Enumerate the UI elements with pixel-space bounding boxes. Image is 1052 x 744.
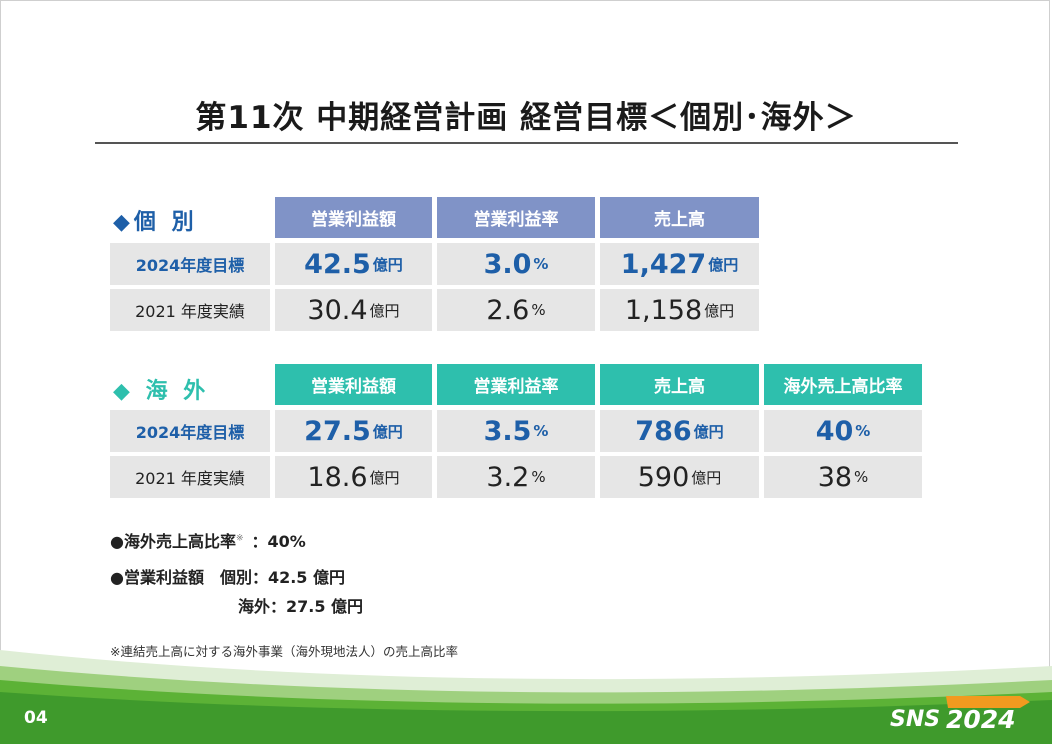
svg-text:2024: 2024	[946, 705, 1016, 734]
overseas-header-operating-profit: 営業利益額	[275, 364, 432, 405]
value: 27.5	[304, 415, 371, 447]
overseas-actual-operating-margin: 3.2%	[437, 456, 595, 498]
overseas-header-operating-margin: 営業利益率	[437, 364, 595, 405]
unit: 億円	[708, 255, 739, 274]
unit: 億円	[369, 301, 400, 320]
overseas-target-sales: 786 億円	[600, 410, 759, 452]
individual-row-actual-label: 2021 年度実績	[110, 289, 270, 331]
individual-target-sales: 1,427 億円	[600, 243, 759, 285]
note-mark: ※	[235, 533, 244, 544]
footnote: ※連結売上高に対する海外事業（海外現地法人）の売上高比率	[110, 644, 458, 659]
unit: 億円	[372, 255, 403, 274]
value: 38	[817, 461, 853, 493]
unit: 億円	[691, 468, 722, 487]
unit: %	[531, 301, 546, 319]
unit: %	[531, 468, 546, 486]
note-label: ●海外売上高比率	[110, 532, 236, 551]
note-operating-profit-overseas: 海外：27.5 億円	[238, 597, 364, 616]
note-value: ：40%	[251, 532, 306, 551]
individual-header-sales: 売上高	[600, 197, 759, 238]
unit: 億円	[372, 422, 403, 441]
individual-actual-operating-profit: 30.4 億円	[275, 289, 432, 331]
value: 3.2	[486, 461, 530, 493]
note-operating-profit-individual: ●営業利益額 個別：42.5 億円	[110, 568, 346, 587]
unit: %	[533, 422, 549, 440]
unit: %	[854, 468, 869, 486]
value: 3.0	[483, 248, 532, 280]
overseas-actual-overseas-ratio: 38%	[764, 456, 922, 498]
individual-header-operating-margin: 営業利益率	[437, 197, 595, 238]
overseas-target-operating-profit: 27.5 億円	[275, 410, 432, 452]
page-title: 第11次 中期経営計画 経営目標＜個別･海外＞	[195, 100, 857, 136]
value: 2.6	[486, 294, 530, 326]
individual-section-label: ◆個 別	[113, 210, 198, 235]
unit: 億円	[704, 301, 735, 320]
overseas-target-overseas-ratio: 40%	[764, 410, 922, 452]
individual-actual-operating-margin: 2.6%	[437, 289, 595, 331]
sns2024-logo: SNS 2024	[890, 696, 1030, 734]
value: 1,427	[620, 248, 707, 280]
value: 18.6	[307, 461, 368, 493]
overseas-header-overseas-ratio: 海外売上高比率	[764, 364, 922, 405]
footer-wave	[0, 650, 1052, 744]
page-number: 04	[24, 708, 48, 728]
overseas-section-label: ◆ 海 外	[113, 379, 210, 404]
value: 40	[815, 415, 854, 447]
title-divider	[95, 142, 958, 144]
value: 590	[637, 461, 690, 493]
individual-row-target-label: 2024年度目標	[110, 243, 270, 285]
unit: %	[855, 422, 871, 440]
overseas-header-sales: 売上高	[600, 364, 759, 405]
svg-text:SNS: SNS	[890, 707, 940, 732]
overseas-actual-operating-profit: 18.6 億円	[275, 456, 432, 498]
individual-target-operating-margin: 3.0%	[437, 243, 595, 285]
value: 30.4	[307, 294, 368, 326]
note-overseas-ratio: ●海外売上高比率※ ：40%	[110, 528, 306, 552]
individual-actual-sales: 1,158 億円	[600, 289, 759, 331]
unit: %	[533, 255, 549, 273]
value: 3.5	[483, 415, 532, 447]
value: 42.5	[304, 248, 371, 280]
unit: 億円	[369, 468, 400, 487]
unit: 億円	[693, 422, 724, 441]
overseas-row-actual-label: 2021 年度実績	[110, 456, 270, 498]
value: 1,158	[624, 294, 703, 326]
individual-header-operating-profit: 営業利益額	[275, 197, 432, 238]
individual-target-operating-profit: 42.5 億円	[275, 243, 432, 285]
overseas-actual-sales: 590 億円	[600, 456, 759, 498]
overseas-target-operating-margin: 3.5%	[437, 410, 595, 452]
value: 786	[635, 415, 692, 447]
overseas-row-target-label: 2024年度目標	[110, 410, 270, 452]
